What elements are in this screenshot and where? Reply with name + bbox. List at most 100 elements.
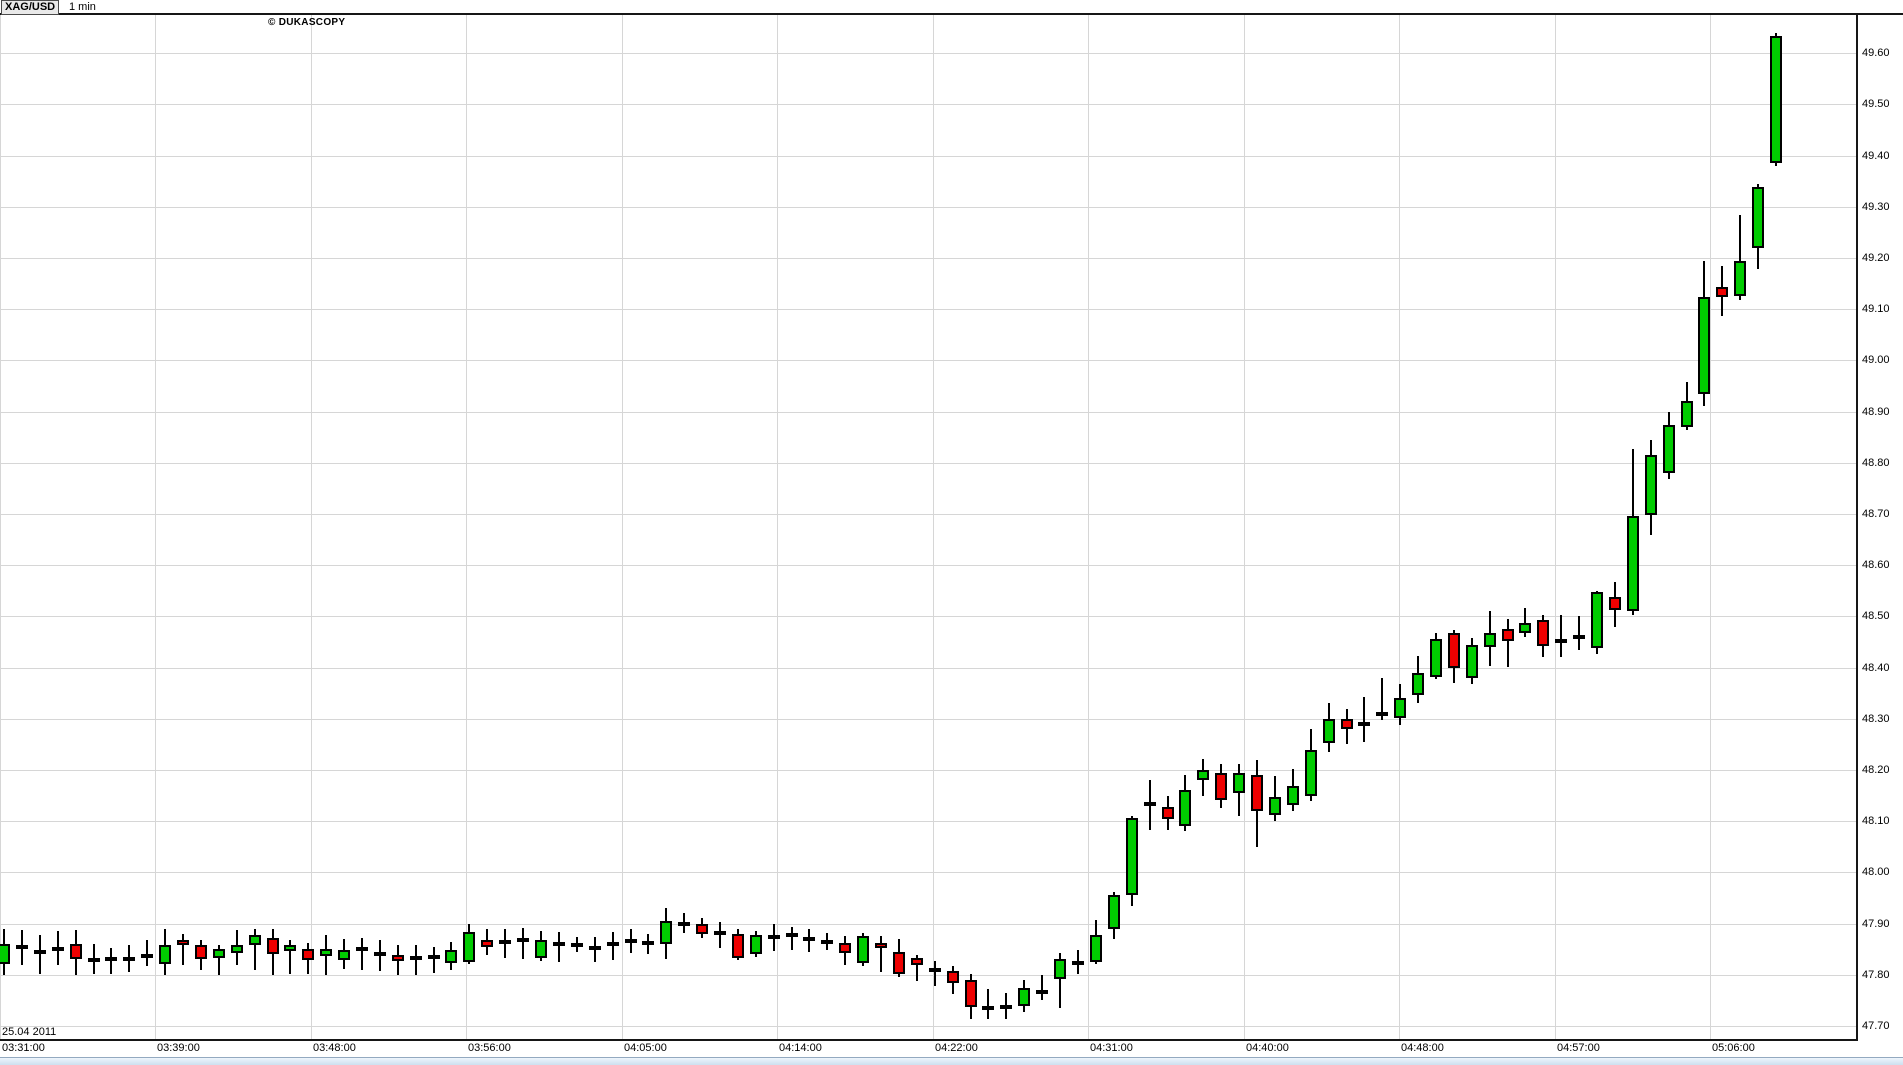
time-axis-label: 04:22:00 — [935, 1042, 978, 1054]
candle-body — [374, 952, 386, 956]
candle-body — [1376, 712, 1388, 716]
candle-body — [213, 949, 225, 958]
date-label: 25.04 2011 — [2, 1026, 57, 1038]
candle-body — [1466, 645, 1478, 678]
candle-body — [1000, 1005, 1012, 1009]
price-axis-label: 48.10 — [1862, 815, 1890, 827]
candle-wick — [1381, 678, 1383, 720]
candle-wick — [289, 940, 291, 974]
time-gridline — [1244, 15, 1245, 1039]
candle-body — [231, 945, 243, 953]
candle-wick — [110, 948, 112, 974]
candle-body — [177, 940, 189, 945]
candle-body — [821, 940, 833, 944]
candle-body — [338, 950, 350, 960]
candle-body — [1287, 786, 1299, 805]
candle-body — [660, 921, 672, 944]
candle-body — [1770, 36, 1782, 163]
candle-body — [105, 957, 117, 961]
candle-body — [249, 935, 261, 945]
time-gridline — [311, 15, 312, 1039]
candle-body — [589, 946, 601, 950]
candle-wick — [182, 934, 184, 965]
price-axis-label: 47.70 — [1862, 1020, 1890, 1032]
candle-body — [123, 957, 135, 961]
plot-right-border — [1856, 13, 1858, 1041]
candle-wick — [415, 945, 417, 975]
candle-wick — [361, 938, 363, 970]
candle-body — [535, 940, 547, 958]
copyright-label: © DUKASCOPY — [268, 17, 346, 28]
candle-body — [410, 956, 422, 960]
candle-body — [1591, 592, 1603, 648]
candle-body — [1698, 297, 1710, 394]
price-axis-label: 48.00 — [1862, 866, 1890, 878]
candle-body — [965, 980, 977, 1007]
candle-body — [1358, 722, 1370, 726]
price-axis-label: 48.80 — [1862, 457, 1890, 469]
candle-body — [463, 932, 475, 962]
candle-wick — [916, 955, 918, 981]
candle-body — [302, 949, 314, 960]
candle-body — [1179, 790, 1191, 826]
candle-body — [1430, 639, 1442, 677]
price-axis-label: 49.30 — [1862, 201, 1890, 213]
candle-body — [1054, 959, 1066, 979]
candle-body — [1681, 401, 1693, 427]
candle-body — [1663, 425, 1675, 473]
candle-body — [34, 950, 46, 954]
time-gridline — [155, 15, 156, 1039]
price-axis-label: 47.80 — [1862, 969, 1890, 981]
candle-wick — [146, 940, 148, 966]
horizontal-scrollbar[interactable] — [0, 1057, 1903, 1065]
candle-wick — [1507, 619, 1509, 667]
candle-wick — [719, 922, 721, 948]
candle-body — [1090, 935, 1102, 962]
price-axis-label: 48.90 — [1862, 406, 1890, 418]
candle-wick — [254, 929, 256, 970]
symbol-text: XAG/USD — [5, 1, 56, 13]
candle-body — [141, 954, 153, 958]
candle-body — [499, 940, 511, 944]
candle-body — [732, 934, 744, 958]
time-axis-label: 04:31:00 — [1090, 1042, 1133, 1054]
candle-wick — [612, 932, 614, 960]
candle-wick — [791, 927, 793, 950]
price-gridline — [0, 770, 1856, 771]
candle-wick — [1363, 697, 1365, 742]
time-axis-label: 03:39:00 — [157, 1042, 200, 1054]
candle-body — [839, 943, 851, 953]
candle-body — [1018, 988, 1030, 1006]
time-axis-label: 03:31:00 — [2, 1042, 45, 1054]
price-axis-label: 48.20 — [1862, 764, 1890, 776]
time-gridline — [622, 15, 623, 1039]
candle-body — [1197, 770, 1209, 780]
candle-body — [392, 955, 404, 961]
time-gridline — [0, 15, 1, 1039]
candle-wick — [1041, 975, 1043, 1000]
candle-body — [1645, 455, 1657, 515]
candle-body — [786, 933, 798, 937]
candle-wick — [1524, 608, 1526, 637]
candle-body — [607, 942, 619, 946]
candle-body — [768, 935, 780, 939]
candle-body — [911, 958, 923, 965]
candle-body — [1627, 516, 1639, 611]
time-gridline — [1088, 15, 1089, 1039]
candle-body — [678, 922, 690, 926]
candle-body — [1394, 698, 1406, 718]
candle-body — [1609, 597, 1621, 610]
time-axis-label: 04:05:00 — [624, 1042, 667, 1054]
price-gridline — [0, 514, 1856, 515]
price-axis-label: 48.60 — [1862, 559, 1890, 571]
candle-body — [70, 944, 82, 959]
price-axis-label: 48.50 — [1862, 610, 1890, 622]
time-gridline — [1710, 15, 1711, 1039]
candle-wick — [1560, 615, 1562, 657]
candle-wick — [218, 945, 220, 975]
candle-wick — [987, 989, 989, 1019]
price-gridline — [0, 156, 1856, 157]
candle-wick — [1739, 215, 1741, 300]
